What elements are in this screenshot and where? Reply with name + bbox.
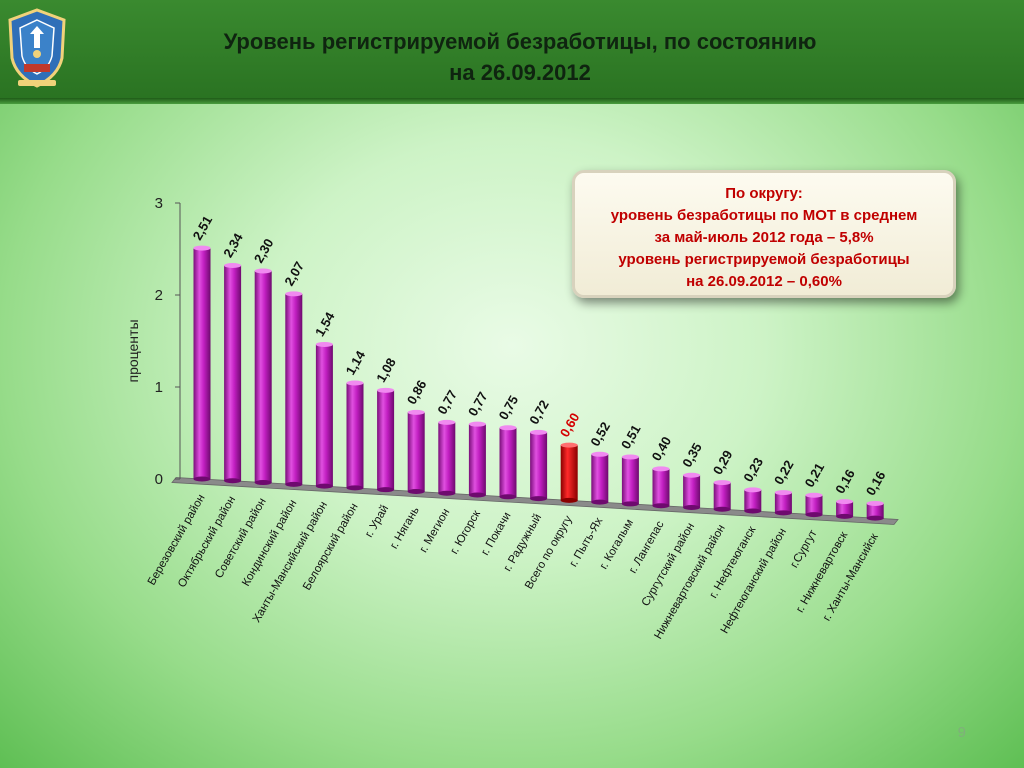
category-label: г.Сургут [788, 527, 820, 570]
bar [713, 480, 731, 512]
data-label: 0,23 [740, 455, 766, 484]
data-label: 0,75 [496, 393, 522, 422]
category-label: г. Мегион [418, 507, 453, 555]
bar [377, 387, 395, 493]
y-tick-label: 1 [155, 379, 163, 396]
summary-line-3: за май-июль 2012 года – 5,8% [654, 229, 874, 246]
bar [407, 409, 425, 494]
bar [285, 291, 303, 487]
title-line-1: Уровень регистрируемой безработицы, по с… [223, 29, 817, 54]
header-bar [0, 0, 1024, 98]
category-label: г. Урай [363, 503, 391, 539]
district-summary-box: По округу: уровень безработицы по МОТ в … [572, 170, 956, 298]
data-label: 0,35 [679, 440, 705, 469]
bar [774, 490, 792, 516]
bar [468, 421, 486, 498]
bar [346, 380, 364, 491]
category-label: г. Нягань [388, 505, 422, 551]
bar [591, 451, 609, 505]
y-tick-label: 3 [155, 195, 163, 212]
data-label: 0,72 [526, 397, 552, 426]
data-label: 0,77 [434, 387, 460, 416]
category-label: г. Покачи [479, 510, 513, 557]
bar [866, 500, 884, 521]
header-divider [0, 98, 1024, 104]
category-label: г. Ханты-Мансийск [821, 531, 881, 623]
category-label: Октябрьский район [176, 494, 238, 590]
data-label: 0,29 [710, 448, 736, 477]
summary-line-1: По округу: [725, 185, 803, 202]
data-label: 0,22 [771, 458, 797, 487]
slide-title: Уровень регистрируемой безработицы, по с… [100, 26, 940, 88]
summary-line-5: на 26.09.2012 – 0,60% [686, 273, 842, 290]
data-label: 0,52 [587, 419, 613, 448]
summary-line-2: уровень безработицы по МОТ в среднем [610, 207, 918, 224]
data-label: 0,21 [802, 460, 828, 489]
bar [224, 263, 242, 484]
title-line-2: на 26.09.2012 [449, 60, 591, 85]
data-label: 1,14 [343, 347, 369, 377]
data-label: 0,51 [618, 422, 644, 451]
page-number: 9 [957, 724, 966, 741]
coat-of-arms-logo [8, 8, 66, 88]
y-tick-label: 2 [155, 287, 163, 304]
data-label: 2,51 [190, 213, 216, 242]
bar [744, 487, 762, 514]
bar [652, 466, 670, 509]
bar [499, 425, 517, 500]
chart-bars [193, 245, 884, 521]
data-label: 0,86 [404, 377, 430, 406]
bar [683, 472, 701, 510]
data-label: 2,34 [220, 230, 246, 260]
bar [315, 341, 333, 489]
data-label: 0,60 [557, 410, 583, 439]
data-label: 1,54 [312, 309, 338, 339]
category-label: Березовский район [146, 493, 208, 588]
data-label: 2,07 [281, 259, 307, 288]
data-label: 0,16 [863, 469, 889, 498]
bar [621, 454, 639, 507]
bar [254, 268, 272, 486]
summary-line-4: уровень регистрируемой безработицы [618, 251, 910, 268]
bar [438, 419, 456, 496]
y-tick-label: 0 [155, 471, 163, 488]
category-label: Нефтеюганский район [719, 526, 789, 636]
data-label: 0,40 [649, 434, 675, 463]
bar [805, 492, 823, 518]
data-label: 0,77 [465, 389, 491, 418]
data-label: 1,08 [373, 355, 399, 384]
y-axis-title: проценты [125, 319, 141, 382]
data-label: 2,30 [251, 236, 277, 265]
bar [836, 499, 854, 519]
data-label: 0,16 [832, 467, 858, 496]
bar [193, 245, 211, 482]
bar-highlight [560, 442, 578, 503]
bar [530, 429, 548, 502]
category-label: г. Югорск [448, 508, 483, 557]
